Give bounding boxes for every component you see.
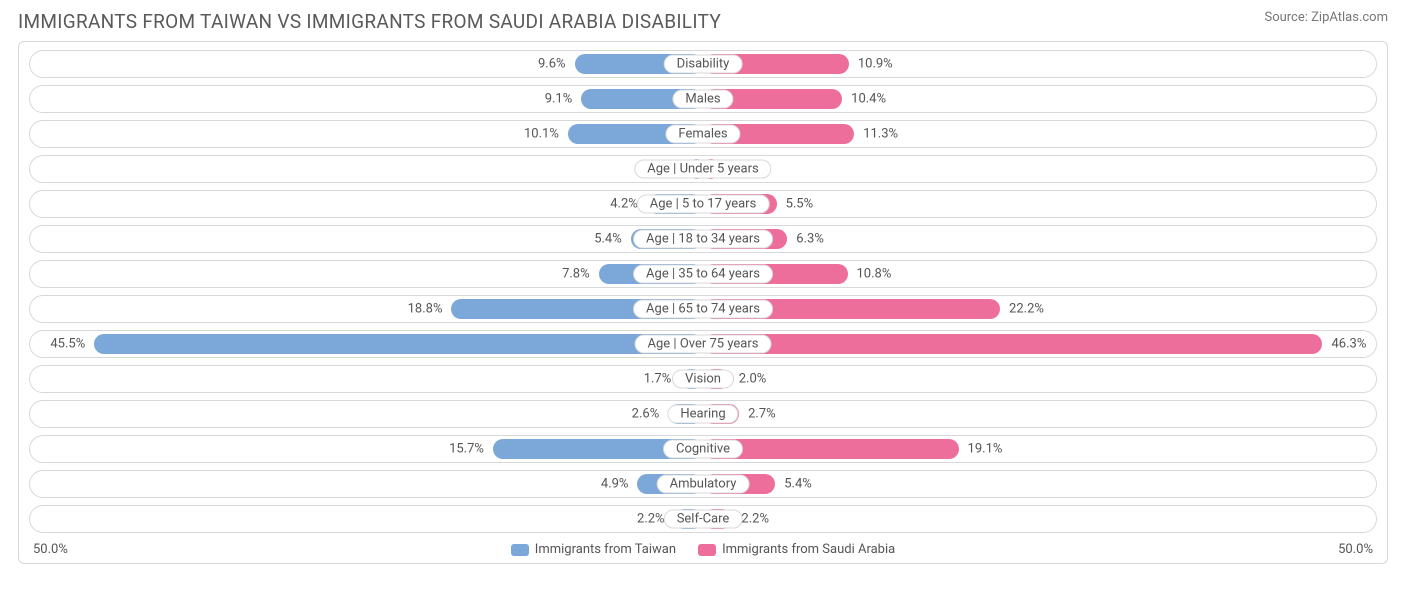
axis-row: 50.0% Immigrants from Taiwan Immigrants … bbox=[29, 540, 1377, 557]
value-label-right: 5.5% bbox=[783, 197, 817, 212]
chart-row: 5.4% 6.3% Age | 18 to 34 years bbox=[29, 225, 1377, 253]
chart-row: 45.5% 46.3% Age | Over 75 years bbox=[29, 330, 1377, 358]
value-label-right: 5.4% bbox=[781, 477, 815, 492]
category-label: Vision bbox=[672, 370, 734, 389]
rows-container: 9.6% 10.9% Disability 9.1% 10.4% Males 10.1% 11… bbox=[29, 50, 1377, 533]
chart-row: 9.1% 10.4% Males bbox=[29, 85, 1377, 113]
chart-row: 1.0%1.2%Age | Under 5 years bbox=[29, 155, 1377, 183]
value-label-right: 2.2% bbox=[738, 512, 772, 527]
value-label-left: 9.6% bbox=[535, 57, 569, 72]
chart-row: 1.7% 2.0%Vision bbox=[29, 365, 1377, 393]
category-label: Age | 65 to 74 years bbox=[633, 300, 773, 319]
legend-item-left: Immigrants from Taiwan bbox=[511, 542, 676, 557]
legend-label-right: Immigrants from Saudi Arabia bbox=[722, 542, 895, 557]
source-label: Source: ZipAtlas.com bbox=[1264, 10, 1388, 25]
category-label: Ambulatory bbox=[657, 475, 750, 494]
value-label-left: 7.8% bbox=[559, 267, 593, 282]
value-label-left: 10.1% bbox=[521, 127, 562, 142]
chart-area: 9.6% 10.9% Disability 9.1% 10.4% Males 10.1% 11… bbox=[18, 41, 1388, 564]
chart-row: 18.8% 22.2% Age | 65 to 74 years bbox=[29, 295, 1377, 323]
value-label-left: 4.9% bbox=[598, 477, 632, 492]
category-label: Age | 35 to 64 years bbox=[633, 265, 773, 284]
category-label: Females bbox=[665, 125, 740, 144]
value-label-right: 11.3% bbox=[860, 127, 901, 142]
chart-row: 4.2%5.5%Age | 5 to 17 years bbox=[29, 190, 1377, 218]
chart-row: 2.2% 2.2%Self-Care bbox=[29, 505, 1377, 533]
category-label: Disability bbox=[664, 55, 743, 74]
chart-row: 7.8% 10.8% Age | 35 to 64 years bbox=[29, 260, 1377, 288]
chart-row: 9.6% 10.9% Disability bbox=[29, 50, 1377, 78]
legend-swatch-right bbox=[698, 544, 716, 556]
value-label-right: 19.1% bbox=[965, 442, 1006, 457]
legend-label-left: Immigrants from Taiwan bbox=[535, 542, 676, 557]
header: IMMIGRANTS FROM TAIWAN VS IMMIGRANTS FRO… bbox=[0, 0, 1406, 41]
axis-left-label: 50.0% bbox=[33, 542, 68, 557]
chart-row: 2.6% 2.7% Hearing bbox=[29, 400, 1377, 428]
value-label-left: 2.6% bbox=[629, 407, 663, 422]
chart-row: 10.1% 11.3% Females bbox=[29, 120, 1377, 148]
value-label-right: 10.8% bbox=[854, 267, 895, 282]
value-label-right: 6.3% bbox=[793, 232, 827, 247]
legend-item-right: Immigrants from Saudi Arabia bbox=[698, 542, 895, 557]
value-label-right: 2.0% bbox=[736, 372, 770, 387]
category-label: Males bbox=[672, 90, 733, 109]
value-label-left: 15.7% bbox=[446, 442, 487, 457]
category-label: Hearing bbox=[667, 405, 738, 424]
value-label-right: 10.4% bbox=[848, 92, 889, 107]
category-label: Self-Care bbox=[664, 510, 743, 529]
chart-row: 4.9% 5.4% Ambulatory bbox=[29, 470, 1377, 498]
value-label-left: 18.8% bbox=[405, 302, 446, 317]
axis-right-label: 50.0% bbox=[1338, 542, 1373, 557]
value-label-right: 2.7% bbox=[745, 407, 779, 422]
category-label: Age | Over 75 years bbox=[635, 335, 772, 354]
value-label-right: 10.9% bbox=[855, 57, 896, 72]
value-label-left: 5.4% bbox=[591, 232, 625, 247]
value-label-right: 22.2% bbox=[1006, 302, 1047, 317]
value-label-left: 9.1% bbox=[542, 92, 576, 107]
category-label: Age | 5 to 17 years bbox=[637, 195, 770, 214]
chart-title: IMMIGRANTS FROM TAIWAN VS IMMIGRANTS FRO… bbox=[18, 10, 721, 33]
bar-right bbox=[703, 334, 1322, 354]
legend: Immigrants from Taiwan Immigrants from S… bbox=[511, 542, 895, 557]
value-label-right: 46.3% bbox=[1328, 337, 1369, 352]
bar-left bbox=[94, 334, 703, 354]
value-label-left: 2.2% bbox=[634, 512, 668, 527]
chart-row: 15.7% 19.1% Cognitive bbox=[29, 435, 1377, 463]
value-label-left: 45.5% bbox=[47, 337, 88, 352]
category-label: Age | Under 5 years bbox=[634, 160, 771, 179]
value-label-left: 1.7% bbox=[641, 372, 675, 387]
category-label: Age | 18 to 34 years bbox=[633, 230, 773, 249]
category-label: Cognitive bbox=[663, 440, 743, 459]
legend-swatch-left bbox=[511, 544, 529, 556]
